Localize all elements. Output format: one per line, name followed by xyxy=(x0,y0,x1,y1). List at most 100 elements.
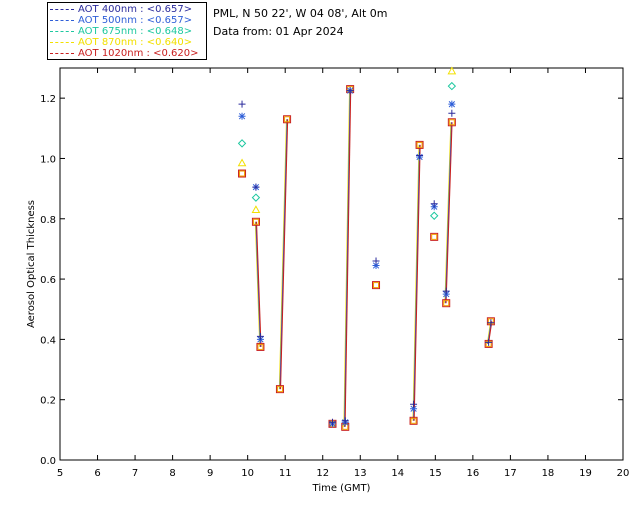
data-point-400nm xyxy=(252,183,260,191)
y-tick-label: 1.2 xyxy=(40,94,56,105)
data-point-1020nm xyxy=(409,416,418,425)
y-tick-label: 0.6 xyxy=(40,275,56,286)
y-tick-label: 1.0 xyxy=(40,154,56,165)
legend-swatch xyxy=(50,41,74,43)
x-tick-label: 9 xyxy=(207,468,213,479)
data-point-400nm xyxy=(416,151,424,159)
data-point-400nm xyxy=(410,400,418,408)
series-line xyxy=(343,89,351,427)
data-point-870nm xyxy=(237,158,247,167)
legend-label: AOT 400nm : <0.657> xyxy=(78,4,193,15)
x-tick-label: 12 xyxy=(316,468,329,479)
legend-item: AOT 400nm : <0.657> xyxy=(50,4,192,15)
data-point-400nm xyxy=(448,109,456,117)
data-point-1020nm xyxy=(275,385,284,394)
data-point-675nm xyxy=(447,81,457,91)
x-tick-label: 6 xyxy=(94,468,100,479)
y-tick-label: 0.0 xyxy=(40,456,56,467)
series-line xyxy=(413,144,421,421)
data-point-1020nm xyxy=(415,140,424,149)
data-point-1020nm-inner xyxy=(443,300,450,307)
data-point-500nm xyxy=(238,112,246,120)
x-tick-label: 19 xyxy=(579,468,592,479)
legend-label: AOT 500nm : <0.657> xyxy=(78,15,193,26)
legend-item: AOT 500nm : <0.657> xyxy=(50,15,192,26)
legend: AOT 400nm : <0.657> AOT 500nm : <0.657> … xyxy=(47,2,207,60)
data-point-675nm xyxy=(237,139,247,148)
data-point-1020nm xyxy=(447,118,456,127)
legend-item: AOT 1020nm : <0.620> xyxy=(50,48,198,59)
series-line xyxy=(444,122,452,304)
data-point-1020nm-inner xyxy=(276,386,283,393)
legend-swatch xyxy=(50,8,74,10)
series-line xyxy=(444,122,452,304)
data-point-400nm xyxy=(430,200,438,208)
data-point-1020nm xyxy=(283,115,292,124)
y-axis-title: Aerosol Optical Thickness xyxy=(26,200,37,328)
data-point-1020nm xyxy=(238,169,247,178)
y-tick-label: 0.8 xyxy=(40,215,56,226)
data-point-400nm xyxy=(346,87,354,95)
legend-swatch xyxy=(50,19,74,21)
data-point-1020nm xyxy=(430,232,439,241)
legend-item: AOT 675nm : <0.648> xyxy=(50,26,192,37)
data-point-1020nm xyxy=(256,342,265,351)
station-info: PML, N 50 22', W 04 08', Alt 0m xyxy=(213,7,388,20)
x-tick-label: 16 xyxy=(466,468,479,479)
data-point-1020nm-inner xyxy=(410,417,417,424)
data-point-1020nm-inner xyxy=(448,119,455,126)
x-tick-label: 7 xyxy=(132,468,138,479)
x-tick-label: 18 xyxy=(542,468,555,479)
x-tick-label: 13 xyxy=(354,468,367,479)
x-tick-label: 10 xyxy=(241,468,254,479)
series-line xyxy=(256,221,262,347)
x-tick-label: 15 xyxy=(429,468,442,479)
series-line xyxy=(254,221,261,347)
data-point-1020nm-inner xyxy=(373,282,380,289)
legend-swatch xyxy=(50,52,74,54)
series-line xyxy=(413,144,421,421)
data-point-500nm xyxy=(372,262,380,270)
x-tick-label: 11 xyxy=(279,468,292,479)
x-tick-label: 8 xyxy=(169,468,175,479)
x-tick-label: 5 xyxy=(57,468,63,479)
data-point-400nm xyxy=(487,319,495,327)
data-point-400nm xyxy=(442,287,450,295)
data-point-1020nm-inner xyxy=(257,343,264,350)
data-point-870nm xyxy=(447,66,457,75)
data-point-500nm xyxy=(410,405,418,413)
date-info: Data from: 01 Apr 2024 xyxy=(213,25,344,38)
data-point-400nm xyxy=(238,100,246,108)
data-point-1020nm xyxy=(372,281,381,290)
data-point-400nm xyxy=(256,332,264,340)
series-line xyxy=(412,144,420,421)
legend-label: AOT 870nm : <0.640> xyxy=(78,37,193,48)
data-point-1020nm-inner xyxy=(431,233,438,240)
series-line xyxy=(344,89,352,427)
data-point-400nm xyxy=(372,257,380,265)
series-line xyxy=(278,119,287,390)
data-point-400nm xyxy=(328,418,336,426)
series-line xyxy=(344,89,351,427)
series-line xyxy=(445,122,453,304)
data-point-1020nm xyxy=(442,299,451,308)
x-tick-label: 20 xyxy=(617,468,630,479)
data-point-1020nm-inner xyxy=(284,116,291,123)
data-point-675nm xyxy=(251,193,261,202)
legend-item: AOT 870nm : <0.640> xyxy=(50,37,192,48)
data-point-500nm xyxy=(448,100,456,108)
data-point-1020nm-inner xyxy=(239,170,246,177)
data-point-400nm xyxy=(485,338,493,346)
data-point-400nm xyxy=(341,417,349,425)
data-point-1020nm-inner xyxy=(252,218,259,225)
series-line xyxy=(279,119,288,390)
legend-label: AOT 1020nm : <0.620> xyxy=(78,48,199,59)
x-tick-label: 14 xyxy=(391,468,404,479)
data-point-1020nm xyxy=(251,217,260,226)
x-axis-title: Time (GMT) xyxy=(312,483,371,494)
y-tick-label: 0.2 xyxy=(40,396,56,407)
series-line xyxy=(280,119,289,390)
legend-swatch xyxy=(50,30,74,32)
data-point-870nm xyxy=(251,205,261,214)
